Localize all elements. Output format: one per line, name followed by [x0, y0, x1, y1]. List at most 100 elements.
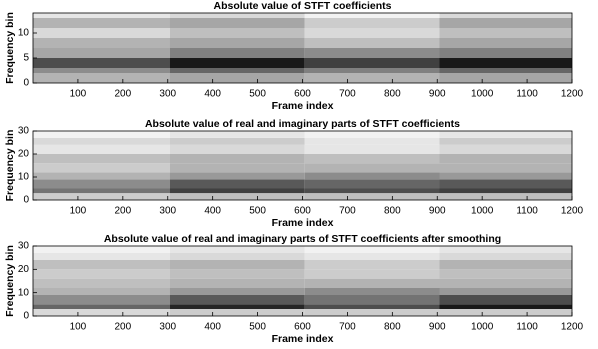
x-tick-label: 400 — [204, 89, 221, 100]
heat-cell — [169, 144, 305, 154]
heat-cell — [33, 73, 170, 83]
x-tick-label: 800 — [384, 322, 401, 333]
x-tick-label: 1100 — [516, 206, 538, 217]
x-tick-label: 1100 — [516, 322, 538, 333]
heat-cell — [33, 58, 170, 68]
heat-cell — [33, 278, 170, 288]
heat-cell — [169, 137, 305, 145]
x-axis-label: Frame index — [272, 333, 334, 345]
y-tick-label: 0 — [23, 195, 29, 206]
x-tick-label: 800 — [384, 206, 401, 217]
x-tick-label: 1200 — [561, 322, 584, 333]
heat-cell — [304, 269, 440, 279]
heat-cell — [304, 188, 440, 194]
heat-cell — [33, 295, 170, 305]
heat-cell — [439, 188, 572, 194]
heat-cell — [439, 304, 572, 309]
heat-cell — [304, 163, 440, 173]
x-tick-label: 400 — [204, 206, 221, 217]
x-tick-label: 700 — [339, 322, 356, 333]
heat-cell — [304, 144, 440, 154]
heat-cell — [169, 304, 305, 309]
heat-cell — [33, 253, 170, 260]
heat-cell — [33, 188, 170, 194]
heat-cell — [304, 260, 440, 270]
heat-cell — [169, 48, 305, 58]
y-axis-label: Frequency bin — [4, 12, 16, 84]
heat-cell — [439, 13, 572, 18]
heat-cell — [33, 309, 170, 316]
heat-cell — [33, 13, 170, 18]
heat-cell — [169, 253, 305, 260]
heat-cell — [304, 288, 440, 295]
heat-cell — [439, 246, 572, 253]
heat-cell — [304, 304, 440, 309]
heat-cell — [439, 68, 572, 73]
x-tick-label: 500 — [249, 206, 266, 217]
heat-cell — [439, 137, 572, 145]
x-axis-label: Frame index — [272, 100, 334, 112]
heat-cell — [169, 288, 305, 295]
heat-cell — [33, 260, 170, 270]
heat-cell — [33, 28, 170, 38]
heat-cell — [304, 137, 440, 145]
y-tick-label: 10 — [18, 287, 30, 298]
x-tick-label: 200 — [114, 89, 131, 100]
heat-cell — [169, 131, 305, 138]
x-tick-label: 800 — [384, 89, 401, 100]
x-tick-label: 200 — [114, 322, 131, 333]
heat-cell — [33, 154, 170, 164]
y-tick-label: 0 — [23, 78, 29, 89]
heat-cell — [169, 73, 305, 83]
heat-cell — [304, 154, 440, 164]
y-tick-label: 0 — [23, 311, 29, 322]
x-tick-label: 900 — [429, 206, 446, 217]
chart-title: Absolute value of real and imaginary par… — [104, 233, 501, 245]
heat-cell — [33, 172, 170, 180]
x-tick-label: 600 — [294, 89, 311, 100]
heat-cell — [169, 18, 305, 28]
x-tick-label: 300 — [159, 322, 176, 333]
heat-cell — [439, 269, 572, 279]
x-tick-label: 1000 — [471, 322, 494, 333]
heat-cell — [33, 68, 170, 73]
x-tick-label: 1100 — [516, 89, 538, 100]
heat-cell — [33, 288, 170, 295]
heat-cell — [169, 295, 305, 305]
y-axis-label: Frequency bin — [4, 245, 16, 317]
heat-cell — [439, 58, 572, 68]
heat-cell — [304, 253, 440, 260]
x-tick-label: 300 — [159, 89, 176, 100]
heat-cell — [439, 163, 572, 173]
heat-cell — [33, 131, 170, 138]
heat-cell — [33, 48, 170, 58]
heat-cell — [33, 137, 170, 145]
heat-cell — [33, 144, 170, 154]
heat-cell — [304, 179, 440, 189]
y-tick-label: 30 — [18, 241, 30, 252]
heat-cell — [33, 246, 170, 253]
heat-cell — [169, 163, 305, 173]
heat-cell — [304, 48, 440, 58]
heat-cell — [169, 172, 305, 180]
heat-cell — [33, 38, 170, 48]
y-tick-label: 10 — [18, 172, 30, 183]
heat-cell — [33, 304, 170, 309]
heat-cell — [169, 179, 305, 189]
x-tick-label: 1000 — [471, 89, 494, 100]
heat-cell — [169, 260, 305, 270]
heat-cell — [439, 73, 572, 83]
heat-cell — [304, 73, 440, 83]
heat-cell — [169, 68, 305, 73]
x-tick-label: 100 — [70, 206, 87, 217]
x-tick-label: 700 — [339, 206, 356, 217]
x-tick-label: 100 — [70, 322, 87, 333]
y-tick-label: 5 — [23, 53, 29, 64]
x-tick-label: 300 — [159, 206, 176, 217]
heat-cell — [169, 28, 305, 38]
heat-cell — [304, 295, 440, 305]
heat-cell — [439, 172, 572, 180]
heat-cell — [33, 179, 170, 189]
heat-cell — [439, 18, 572, 28]
